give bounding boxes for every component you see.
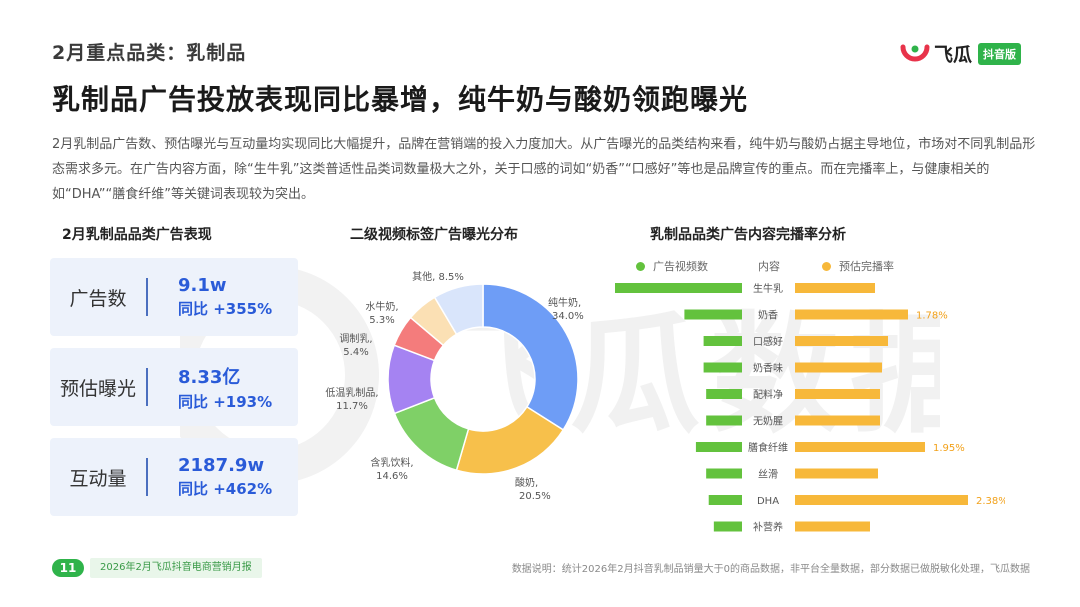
legend-dot xyxy=(822,261,831,271)
category-label: 膳食纤维 xyxy=(748,441,788,454)
kpi-card-ads: 广告数 9.1w 同比 +355% xyxy=(50,258,298,336)
kpi-section-title: 2月乳制品品类广告表现 xyxy=(62,227,212,243)
legend-ad-videos: 广告视频数 xyxy=(636,258,708,274)
column-header: 内容 xyxy=(758,260,780,273)
bar-ad-videos xyxy=(703,336,742,346)
bar-ad-videos xyxy=(615,283,742,293)
bar-ad-videos xyxy=(706,389,742,399)
bar-completion-rate xyxy=(795,283,875,293)
bar-completion-rate xyxy=(795,389,880,399)
slice-name-label: 其他, 8.5% xyxy=(412,270,464,283)
kpi-label: 预估曝光 xyxy=(59,377,136,400)
kpi-card-exposure: 预估曝光 8.33亿 同比 +193% xyxy=(50,348,298,426)
kpi-label: 互动量 xyxy=(69,467,127,490)
data-label: 2.38% xyxy=(976,496,1005,507)
kpi-value: 9.1w xyxy=(178,275,227,296)
bar-ad-videos xyxy=(684,309,742,320)
bar-completion-rate xyxy=(795,468,878,479)
bar-completion-rate xyxy=(795,521,870,532)
bar-completion-rate xyxy=(795,442,925,452)
bar-ad-videos xyxy=(706,468,742,479)
category-label: 口感好 xyxy=(753,335,783,348)
legend-label: 广告视频数 xyxy=(653,260,708,273)
slice-name-label: 酸奶, xyxy=(515,476,538,489)
kpi-divider xyxy=(146,278,148,316)
legend-content-header: 内容 xyxy=(758,258,780,274)
slice-value-label: 5.3% xyxy=(369,315,394,326)
donut-slice xyxy=(433,283,484,336)
bar-completion-rate xyxy=(795,309,908,320)
bar-ad-videos xyxy=(708,495,742,505)
data-label: 1.78% xyxy=(916,311,948,322)
donut-chart: 纯牛奶, 34.0% 酸奶, 20.5% 含乳饮料, 14.6% 低温乳制品, 11.7% 调制… xyxy=(325,270,584,502)
bar-completion-rate xyxy=(795,495,968,505)
bar-ad-videos xyxy=(706,415,742,426)
legend-label: 预估完播率 xyxy=(839,260,894,273)
bar-ad-videos xyxy=(703,362,742,373)
slice-value-label: 14.6% xyxy=(376,471,408,482)
category-label: 配料净 xyxy=(753,388,783,401)
page-title: 乳制品广告投放表现同比暴增，纯牛奶与酸奶领跑曝光 xyxy=(52,83,749,116)
category-label: 补营养 xyxy=(753,521,783,534)
logo-badge: 抖音版 xyxy=(978,42,1022,65)
slice-value-label: 5.4% xyxy=(343,347,368,358)
category-label: DHA xyxy=(757,496,779,507)
slice-name-label: 含乳饮料, xyxy=(370,456,413,469)
kpi-divider xyxy=(146,368,148,406)
slice-name-label: 低温乳制品, xyxy=(325,386,378,399)
data-label: 1.95% xyxy=(933,443,965,454)
page-number: 11 xyxy=(52,559,84,577)
logo-text: 飞瓜 xyxy=(934,44,973,66)
bar-ad-videos xyxy=(695,442,742,452)
kpi-yoy: 同比 +462% xyxy=(178,480,273,498)
bar-ad-videos xyxy=(713,521,742,532)
kpi-yoy: 同比 +193% xyxy=(178,392,273,411)
category-label: 无奶腥 xyxy=(753,416,783,428)
data-note: 数据说明：统计2026年2月抖音乳制品销量大于0的商品数据，非平台全量数据，部分… xyxy=(511,564,1030,575)
brand-logo: 飞瓜 抖音版 xyxy=(900,40,1022,67)
bar-completion-rate xyxy=(795,336,888,346)
donut-section-title: 二级视频标签广告曝光分布 xyxy=(350,227,518,243)
bar-completion-rate xyxy=(795,415,880,426)
kpi-value: 8.33亿 xyxy=(178,366,241,388)
page-subtitle: 2月重点品类：乳制品 xyxy=(52,42,247,64)
category-label: 奶香 xyxy=(758,310,778,322)
slice-value-label: 11.7% xyxy=(336,401,368,412)
category-label: 生牛乳 xyxy=(753,282,783,295)
kpi-value: 2187.9w xyxy=(178,455,265,476)
kpi-yoy: 同比 +355% xyxy=(178,300,273,318)
bar-section-title: 乳制品品类广告内容完播率分析 xyxy=(650,227,846,243)
feigua-logo-icon xyxy=(900,44,930,61)
bar-completion-rate xyxy=(795,362,882,373)
kpi-card-interaction: 互动量 2187.9w 同比 +462% xyxy=(50,438,298,516)
report-title: 2026年2月飞瓜抖音电商营销月报 xyxy=(90,558,262,578)
kpi-label: 广告数 xyxy=(69,287,127,310)
category-label: 丝滑 xyxy=(758,469,778,481)
slice-name-label: 水牛奶, xyxy=(365,300,398,313)
intro-paragraph: 2月乳制品广告数、预估曝光与互动量均实现同比大幅提升，品牌在营销端的投入力度加大… xyxy=(52,137,1036,202)
kpi-divider xyxy=(146,458,148,496)
slice-value-label: 20.5% xyxy=(519,491,551,502)
legend-completion-rate: 预估完播率 xyxy=(822,258,894,274)
donut-slice xyxy=(482,283,579,431)
legend-dot xyxy=(636,261,645,271)
slice-name-label: 纯牛奶, xyxy=(548,296,581,309)
category-label: 奶香味 xyxy=(753,363,783,375)
slice-value-label: 34.0% xyxy=(552,311,584,322)
slice-name-label: 调制乳, xyxy=(339,332,372,345)
